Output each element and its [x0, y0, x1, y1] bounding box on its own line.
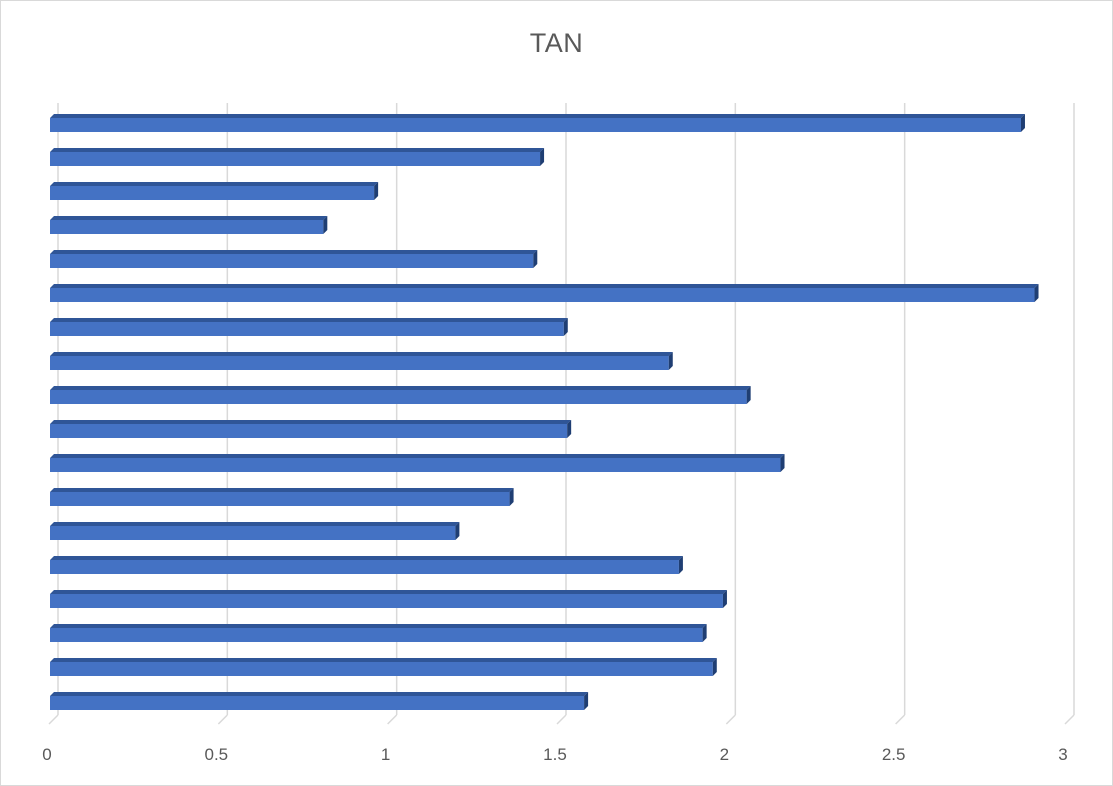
bar-front-face	[50, 526, 456, 540]
bar	[50, 114, 1025, 132]
bar-front-face	[50, 458, 781, 472]
bar-front-face	[50, 594, 723, 608]
x-tick-label: 2	[720, 745, 729, 764]
bar-front-face	[50, 356, 669, 370]
bar	[50, 488, 514, 506]
bar-front-face	[50, 152, 541, 166]
bar	[50, 420, 572, 438]
x-tick-label: 3	[1058, 745, 1067, 764]
bar-top-face	[50, 386, 751, 390]
bar-side-face	[746, 386, 751, 404]
bar-front-face	[50, 322, 564, 336]
bars	[50, 114, 1039, 710]
bar-side-face	[509, 488, 514, 506]
gridline-foot-5	[895, 714, 906, 725]
bar-side-face	[374, 182, 379, 200]
bar-side-face	[712, 658, 717, 676]
bar-front-face	[50, 118, 1021, 132]
bar-side-face	[780, 454, 785, 472]
bar-side-face	[567, 420, 572, 438]
x-tick-label: 0.5	[205, 745, 229, 764]
bar-top-face	[50, 522, 460, 526]
gridline-foot-2	[387, 714, 398, 725]
bar-top-face	[50, 454, 785, 458]
bar	[50, 590, 727, 608]
gridline-foot-3	[556, 714, 567, 725]
bar	[50, 284, 1039, 302]
bar-front-face	[50, 492, 510, 506]
bar-top-face	[50, 182, 379, 186]
bar-front-face	[50, 696, 585, 710]
bar-side-face	[678, 556, 683, 574]
bar-front-face	[50, 560, 679, 574]
x-tick-label: 2.5	[882, 745, 906, 764]
bar-side-face	[1034, 284, 1039, 302]
bar	[50, 352, 673, 370]
bar	[50, 692, 589, 710]
bar	[50, 522, 460, 540]
bar-top-face	[50, 590, 727, 594]
bar-top-face	[50, 148, 545, 152]
gridline-foot-0	[48, 714, 59, 725]
bar-top-face	[50, 114, 1025, 118]
bar-front-face	[50, 390, 747, 404]
bar-side-face	[563, 318, 568, 336]
bar-side-face	[540, 148, 545, 166]
bar-top-face	[50, 488, 514, 492]
x-tick-labels: 0 0.5 1 1.5 2 2.5 3	[42, 745, 1067, 764]
bar-front-face	[50, 628, 703, 642]
bar	[50, 386, 751, 404]
bar-side-face	[323, 216, 328, 234]
bar-top-face	[50, 420, 572, 424]
bar-side-face	[668, 352, 673, 370]
gridlines	[48, 103, 1075, 725]
bar-top-face	[50, 556, 683, 560]
bar	[50, 454, 785, 472]
bar	[50, 318, 568, 336]
bar-front-face	[50, 288, 1035, 302]
bar	[50, 624, 707, 642]
bar-top-face	[50, 250, 538, 254]
bar-side-face	[1020, 114, 1025, 132]
bar-side-face	[702, 624, 707, 642]
bar	[50, 148, 545, 166]
chart-title: TAN	[529, 28, 584, 58]
x-tick-label: 0	[42, 745, 51, 764]
bar-side-face	[533, 250, 538, 268]
bar	[50, 658, 717, 676]
bar-front-face	[50, 254, 534, 268]
bar	[50, 216, 328, 234]
bar-front-face	[50, 424, 568, 438]
bar-side-face	[722, 590, 727, 608]
bar-front-face	[50, 220, 324, 234]
bar-side-face	[584, 692, 589, 710]
bar-front-face	[50, 662, 713, 676]
bar	[50, 182, 379, 200]
bar-top-face	[50, 284, 1039, 288]
bar-top-face	[50, 352, 673, 356]
gridline-foot-1	[217, 714, 228, 725]
bar-side-face	[455, 522, 460, 540]
x-tick-label: 1.5	[543, 745, 567, 764]
gridline-foot-4	[725, 714, 736, 725]
bar-top-face	[50, 692, 589, 696]
bar-top-face	[50, 658, 717, 662]
bar-top-face	[50, 216, 328, 220]
gridline-foot-6	[1064, 714, 1075, 725]
bar	[50, 250, 538, 268]
bar-top-face	[50, 624, 707, 628]
bar	[50, 556, 683, 574]
x-tick-label: 1	[381, 745, 390, 764]
bar-front-face	[50, 186, 375, 200]
bar-top-face	[50, 318, 568, 322]
